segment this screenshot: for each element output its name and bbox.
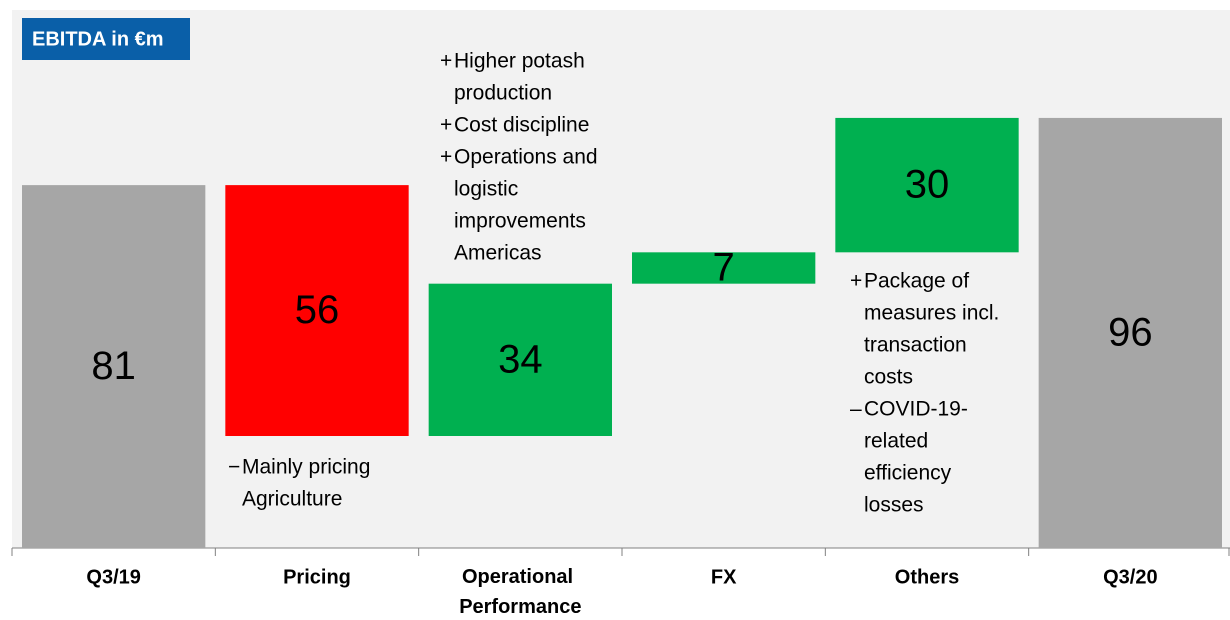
- bar: [835, 117, 1019, 253]
- annotation-bullet: −: [228, 456, 240, 479]
- value-label: 30: [905, 163, 950, 207]
- annotation-text: transaction: [864, 334, 967, 357]
- annotation-text: Higher potash: [454, 50, 585, 73]
- annotation-text: Americas: [454, 242, 542, 265]
- bar: [1038, 117, 1222, 549]
- value-label: 81: [91, 344, 136, 388]
- annotation-text: Agriculture: [242, 488, 342, 511]
- annotation-text: production: [454, 82, 552, 105]
- annotation-bullet: +: [440, 146, 452, 169]
- x-tick-label: Pricing: [283, 566, 351, 588]
- bar: [632, 252, 816, 284]
- plot-background: [12, 10, 1230, 548]
- annotation-text: improvements: [454, 210, 586, 233]
- annotation-text: Package of: [864, 270, 969, 293]
- chart-title: EBITDA in €m: [32, 28, 164, 50]
- x-tick-label: Q3/19: [86, 566, 140, 588]
- annotation-text: Mainly pricing: [242, 456, 370, 479]
- value-label: 7: [713, 246, 735, 290]
- bar: [22, 185, 206, 548]
- annotation-bullet: –: [850, 398, 862, 421]
- x-tick-label: Q3/20: [1103, 566, 1157, 588]
- value-label: 96: [1108, 311, 1153, 355]
- annotation-text: efficiency: [864, 462, 952, 485]
- bar: [225, 185, 409, 436]
- annotation-bullet: +: [440, 114, 452, 137]
- x-tick-label: Operational Performance: [459, 566, 581, 618]
- x-tick-label: FX: [711, 566, 737, 588]
- annotation-text: logistic: [454, 178, 518, 201]
- annotation-bullet: +: [850, 270, 862, 293]
- annotation-text: costs: [864, 366, 913, 389]
- annotation-text: Cost discipline: [454, 114, 589, 137]
- x-tick-label: Others: [895, 566, 959, 588]
- annotation-text: losses: [864, 494, 924, 517]
- annotation-text: COVID-19-: [864, 398, 968, 421]
- title-box: [22, 18, 190, 60]
- value-label: 56: [295, 288, 340, 332]
- bar: [428, 283, 612, 436]
- annotation-text: related: [864, 430, 928, 453]
- annotation-text: Operations and: [454, 146, 598, 169]
- annotation-text: measures incl.: [864, 302, 999, 325]
- annotation-bullet: +: [440, 50, 452, 73]
- value-label: 34: [498, 337, 543, 381]
